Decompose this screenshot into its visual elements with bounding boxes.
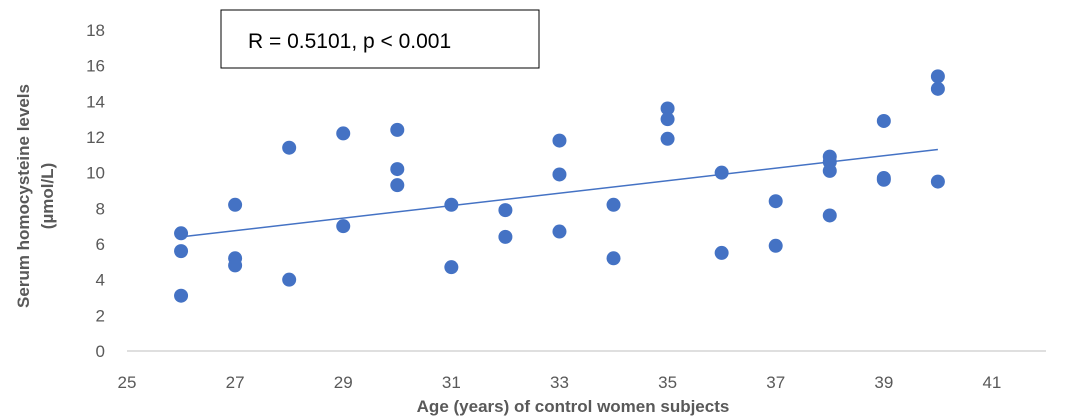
y-tick-label: 16 (86, 57, 105, 76)
data-point (822, 208, 837, 223)
data-point (606, 197, 621, 212)
y-tick-label: 4 (96, 271, 105, 290)
data-point (930, 81, 945, 96)
data-point (282, 140, 297, 155)
x-tick-label: 35 (658, 373, 677, 392)
data-point (174, 226, 189, 241)
data-point (768, 238, 783, 253)
x-axis-title: Age (years) of control women subjects (417, 397, 730, 416)
x-tick-label: 39 (874, 373, 893, 392)
x-tick-label: 27 (226, 373, 245, 392)
annotation-text: R = 0.5101, p < 0.001 (248, 30, 451, 53)
data-point (444, 197, 459, 212)
data-point (174, 244, 189, 259)
data-point (660, 112, 675, 127)
y-tick-label: 10 (86, 164, 105, 183)
data-point (498, 229, 513, 244)
x-tick-label: 41 (982, 373, 1001, 392)
data-point (930, 69, 945, 84)
data-point (336, 126, 351, 141)
x-tick-labels: 25 27 29 31 33 35 37 39 41 (118, 373, 1002, 392)
data-point (444, 260, 459, 275)
trendline (180, 148, 938, 238)
annotation-box: R = 0.5101, p < 0.001 (220, 9, 540, 69)
data-point (660, 131, 675, 146)
y-tick-label: 14 (86, 92, 105, 111)
plot-area: 0 2 4 6 8 10 12 14 16 18 25 27 29 31 33 35 37 39 41 (86, 21, 1046, 392)
x-tick-label: 25 (118, 373, 137, 392)
y-tick-labels: 0 2 4 6 8 10 12 14 16 18 (86, 21, 105, 361)
data-point (282, 272, 297, 287)
data-points (174, 69, 945, 303)
data-point (390, 178, 405, 193)
data-point (768, 194, 783, 209)
x-tick-label: 31 (442, 373, 461, 392)
data-point (660, 101, 675, 116)
data-point (930, 174, 945, 189)
data-point (552, 167, 567, 182)
data-point (228, 197, 243, 212)
data-point (876, 172, 891, 187)
data-point (822, 163, 837, 178)
y-tick-label: 8 (96, 199, 105, 218)
y-tick-label: 18 (86, 21, 105, 40)
data-point (552, 133, 567, 148)
y-tick-label: 2 (96, 306, 105, 325)
data-point (552, 224, 567, 239)
data-point (228, 258, 243, 273)
data-point (390, 162, 405, 177)
data-point (336, 219, 351, 234)
data-point (174, 288, 189, 303)
x-tick-label: 33 (550, 373, 569, 392)
data-point (606, 251, 621, 266)
x-tick-label: 29 (334, 373, 353, 392)
data-point (876, 113, 891, 128)
data-point (714, 245, 729, 260)
y-tick-label: 0 (96, 342, 105, 361)
y-tick-label: 12 (86, 128, 105, 147)
y-axis-title-line1: Serum homocysteine levels (14, 84, 33, 308)
x-tick-label: 37 (766, 373, 785, 392)
y-axis-title-line2: (µmol/L) (38, 163, 57, 229)
data-point (390, 122, 405, 137)
y-tick-label: 6 (96, 235, 105, 254)
data-point (498, 203, 513, 218)
data-point (714, 165, 729, 180)
